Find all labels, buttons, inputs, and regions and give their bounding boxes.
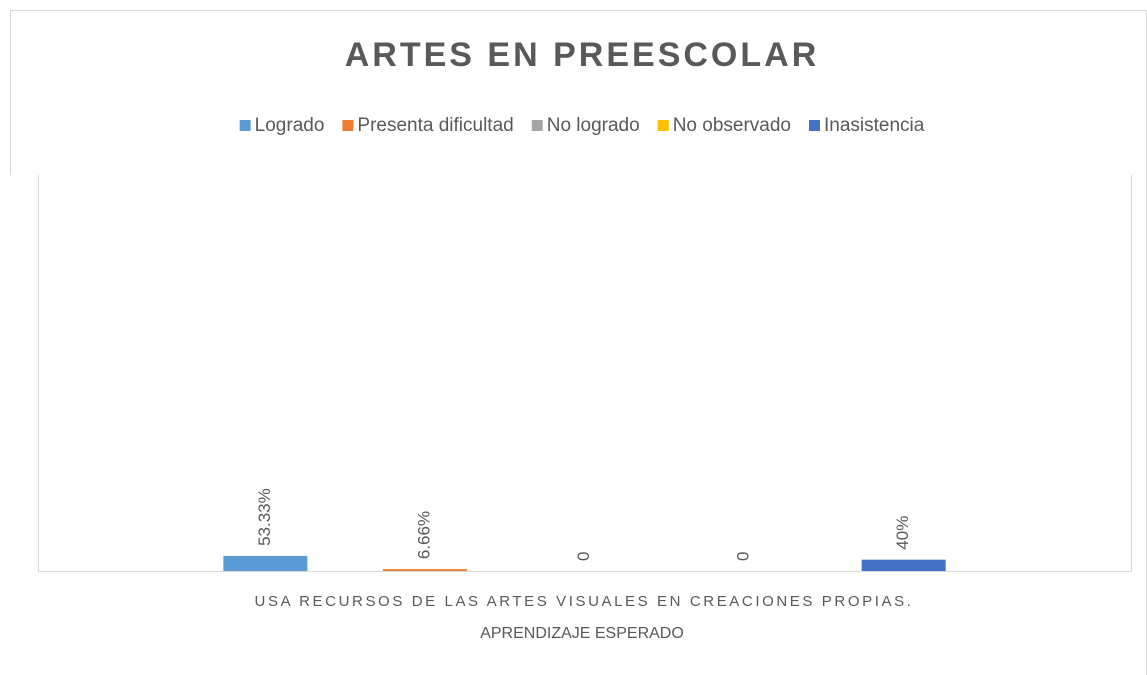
x-tick-label: USA RECURSOS DE LAS ARTES VISUALES EN CR… [255,593,914,610]
legend-label: Logrado [255,115,325,136]
legend-label: Inasistencia [824,115,925,136]
data-label: 0 [574,552,593,561]
legend-swatch [531,120,543,131]
legend-label: Presenta dificultad [357,115,513,136]
data-label: 40% [893,516,912,550]
bar [223,555,308,571]
chart-border [10,10,1147,675]
legend-label: No logrado [547,115,640,136]
bar [382,569,467,571]
chart-title: ARTES EN PREESCOLAR [345,36,820,74]
legend-swatch [657,120,669,131]
legend-swatch [808,120,820,131]
legend: Logrado Presenta dificultad No logrado No o… [239,115,925,136]
x-axis-title: APRENDIZAJE ESPERADO [480,625,684,642]
data-label: 0 [734,552,753,561]
bar [861,559,946,571]
data-label: 6.66% [414,511,433,559]
legend-swatch [239,120,251,131]
data-label: 53.33% [255,488,274,546]
legend-swatch [342,120,354,131]
legend-label: No observado [673,115,791,136]
